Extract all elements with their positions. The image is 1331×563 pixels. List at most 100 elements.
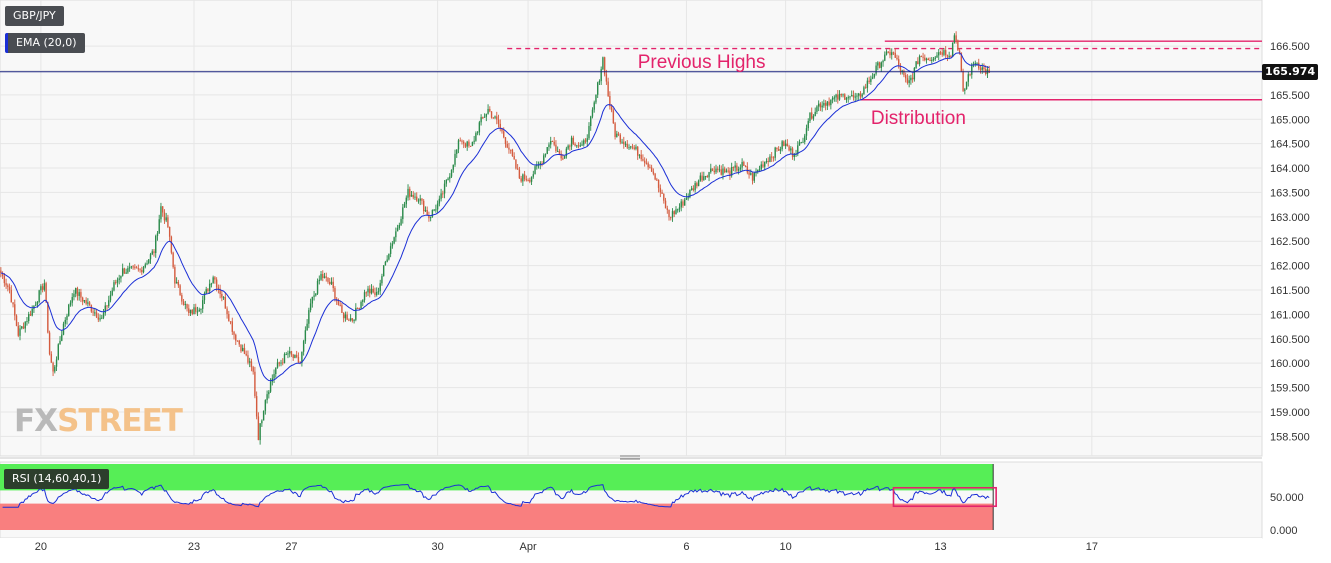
- candle: [852, 90, 855, 101]
- candle: [198, 307, 200, 312]
- candle: [974, 60, 976, 67]
- candle: [536, 161, 538, 170]
- candle: [101, 314, 103, 320]
- candle: [76, 286, 79, 301]
- candle: [751, 172, 754, 185]
- candle: [887, 51, 889, 54]
- candle: [663, 193, 665, 204]
- candle: [530, 176, 533, 186]
- candle: [586, 134, 588, 147]
- candle: [268, 390, 270, 399]
- candle: [363, 289, 366, 303]
- candle: [506, 140, 508, 149]
- rsi-tick-label: 0.000: [1270, 525, 1298, 537]
- candle: [10, 285, 13, 303]
- candle: [957, 39, 959, 51]
- price-tick-label: 160.500: [1270, 334, 1310, 346]
- candle: [125, 268, 127, 274]
- candle: [102, 309, 105, 320]
- candle: [99, 314, 101, 322]
- candle: [584, 138, 587, 144]
- rsi-overbought-zone: [0, 464, 994, 491]
- candle: [570, 135, 573, 150]
- candle: [621, 138, 623, 144]
- candle: [388, 253, 390, 261]
- candle: [440, 188, 442, 202]
- candle: [34, 301, 37, 306]
- candle: [499, 119, 501, 132]
- candle: [355, 303, 357, 322]
- candle: [134, 264, 136, 270]
- candle: [429, 216, 432, 222]
- candle: [346, 311, 348, 321]
- candle: [339, 300, 341, 307]
- candle: [78, 289, 80, 301]
- candle: [760, 161, 762, 172]
- candle: [758, 165, 761, 172]
- candle: [137, 264, 140, 272]
- candle: [696, 181, 698, 189]
- candle: [208, 279, 211, 294]
- candle: [306, 319, 308, 331]
- candle: [764, 161, 766, 171]
- candle: [664, 197, 667, 209]
- candle: [22, 322, 25, 330]
- symbol-label[interactable]: GBP/JPY: [5, 6, 64, 26]
- candle: [637, 145, 639, 160]
- candle: [71, 293, 73, 307]
- candle: [605, 69, 608, 85]
- candle: [59, 336, 61, 345]
- candle: [255, 391, 258, 420]
- candle: [41, 283, 44, 293]
- candle: [172, 251, 174, 269]
- ema-indicator-label[interactable]: EMA (20,0): [5, 33, 85, 53]
- candle: [946, 54, 949, 62]
- candle: [92, 308, 94, 317]
- candle: [623, 136, 625, 149]
- time-tick-label: 17: [1086, 541, 1098, 553]
- candle: [917, 57, 919, 65]
- candle: [47, 301, 49, 334]
- price-tick-label: 164.000: [1270, 163, 1310, 175]
- candle: [236, 340, 239, 342]
- rsi-indicator-label[interactable]: RSI (14,60,40,1): [4, 469, 110, 489]
- time-tick-label: 23: [188, 541, 200, 553]
- candle: [24, 321, 26, 333]
- candle: [910, 74, 912, 85]
- candle: [556, 146, 559, 153]
- candle: [863, 85, 865, 95]
- candle: [704, 175, 707, 180]
- candle: [739, 164, 742, 172]
- candle: [878, 61, 881, 69]
- candle: [445, 179, 448, 187]
- candle: [287, 350, 289, 359]
- candle: [515, 159, 517, 170]
- price-tick-label: 166.500: [1270, 41, 1310, 53]
- candle: [233, 330, 235, 340]
- candle: [908, 75, 910, 88]
- candle: [877, 61, 879, 71]
- candle: [638, 154, 641, 159]
- candle: [123, 267, 126, 274]
- candle: [74, 287, 77, 298]
- candle: [612, 108, 615, 124]
- candle: [859, 91, 862, 101]
- candle: [934, 55, 936, 62]
- pane-resize-handle[interactable]: [620, 455, 640, 463]
- candle: [457, 138, 460, 154]
- candle: [155, 234, 157, 258]
- candle: [242, 344, 244, 352]
- candle: [811, 107, 813, 120]
- candle: [927, 57, 929, 61]
- time-axis-background: [0, 538, 1262, 558]
- candle: [409, 186, 411, 201]
- time-axis: 20 23 27 30 Apr 6 10 13 17: [35, 541, 1098, 553]
- candle: [955, 31, 957, 44]
- candle: [880, 61, 883, 72]
- candle: [222, 296, 225, 300]
- candle: [221, 290, 223, 302]
- candle: [593, 100, 595, 113]
- candle: [473, 135, 475, 145]
- candle: [885, 49, 888, 56]
